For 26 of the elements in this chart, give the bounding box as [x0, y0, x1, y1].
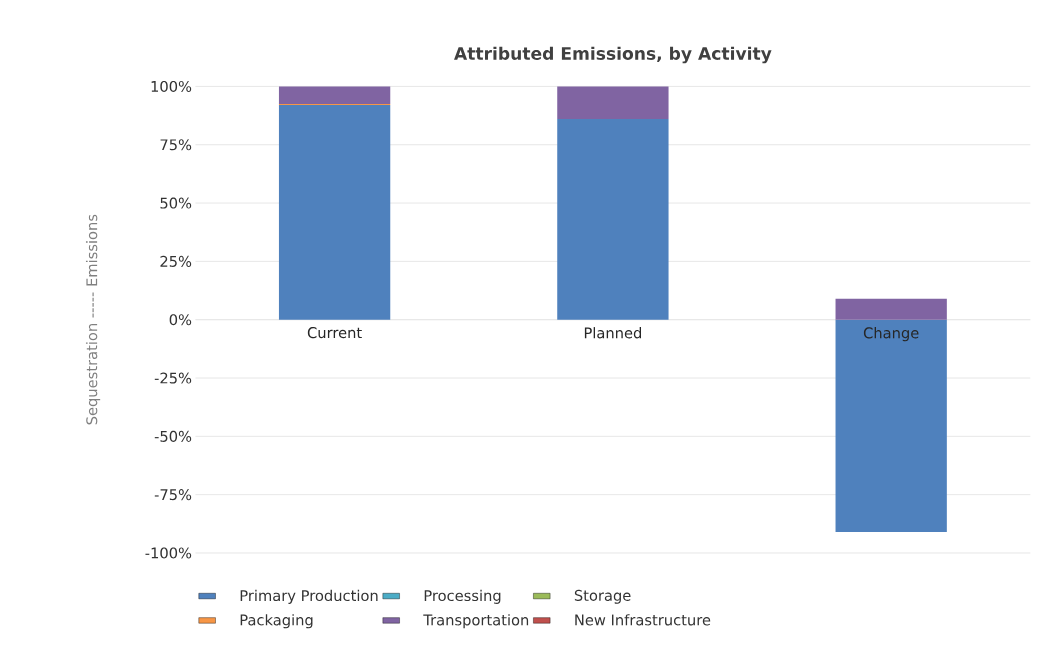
- legend-label: Packaging: [240, 614, 313, 629]
- legend-label: Processing: [424, 589, 501, 604]
- legend-label: Primary Production: [240, 589, 378, 604]
- legend-label: Storage: [574, 589, 631, 604]
- y-tick-label: -75%: [154, 489, 192, 501]
- x-tick-label: Planned: [584, 327, 641, 339]
- y-tick-label: 75%: [160, 139, 192, 151]
- bar: [278, 105, 391, 320]
- y-tick-label: 50%: [160, 197, 192, 209]
- y-tick-label: -50%: [154, 430, 192, 442]
- bar: [557, 119, 669, 320]
- y-tick-label: 0%: [169, 314, 192, 326]
- y-tick-label: -25%: [154, 372, 192, 384]
- y-tick-label: 25%: [160, 255, 192, 267]
- legend-label: New Infrastructure: [575, 614, 711, 626]
- bar: [278, 86, 391, 104]
- bar: [835, 298, 947, 320]
- y-tick-label: -100%: [145, 547, 192, 559]
- legend-label: Transportation: [423, 614, 529, 629]
- x-tick-label: Change: [863, 327, 919, 342]
- y-tick-label: 100%: [151, 80, 192, 92]
- bar: [557, 86, 669, 120]
- y-axis-title: Sequestration ----- Emissions: [85, 214, 101, 425]
- bar: [835, 319, 947, 532]
- x-tick-label: Current: [307, 327, 362, 339]
- chart-title: Attributed Emissions, by Activity: [454, 46, 772, 64]
